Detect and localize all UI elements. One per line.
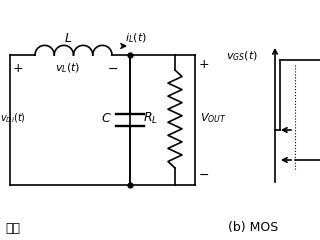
Text: (b) MOS: (b) MOS: [228, 222, 278, 234]
Text: $L$: $L$: [64, 31, 72, 44]
Text: $R_L$: $R_L$: [143, 110, 158, 126]
Text: $v_{GS}(t)$: $v_{GS}(t)$: [226, 49, 258, 63]
Text: $V_{OUT}$: $V_{OUT}$: [200, 111, 227, 125]
Text: 回路: 回路: [5, 222, 20, 234]
Text: $v_L(t)$: $v_L(t)$: [55, 61, 81, 75]
Text: $C$: $C$: [101, 112, 112, 125]
Text: $-$: $-$: [108, 61, 119, 74]
Text: $v_{Di}(t)$: $v_{Di}(t)$: [0, 111, 26, 125]
Text: $-$: $-$: [198, 168, 209, 180]
Text: $i_L(t)$: $i_L(t)$: [125, 31, 147, 45]
Text: $+$: $+$: [12, 61, 24, 74]
Text: $+$: $+$: [198, 59, 209, 72]
